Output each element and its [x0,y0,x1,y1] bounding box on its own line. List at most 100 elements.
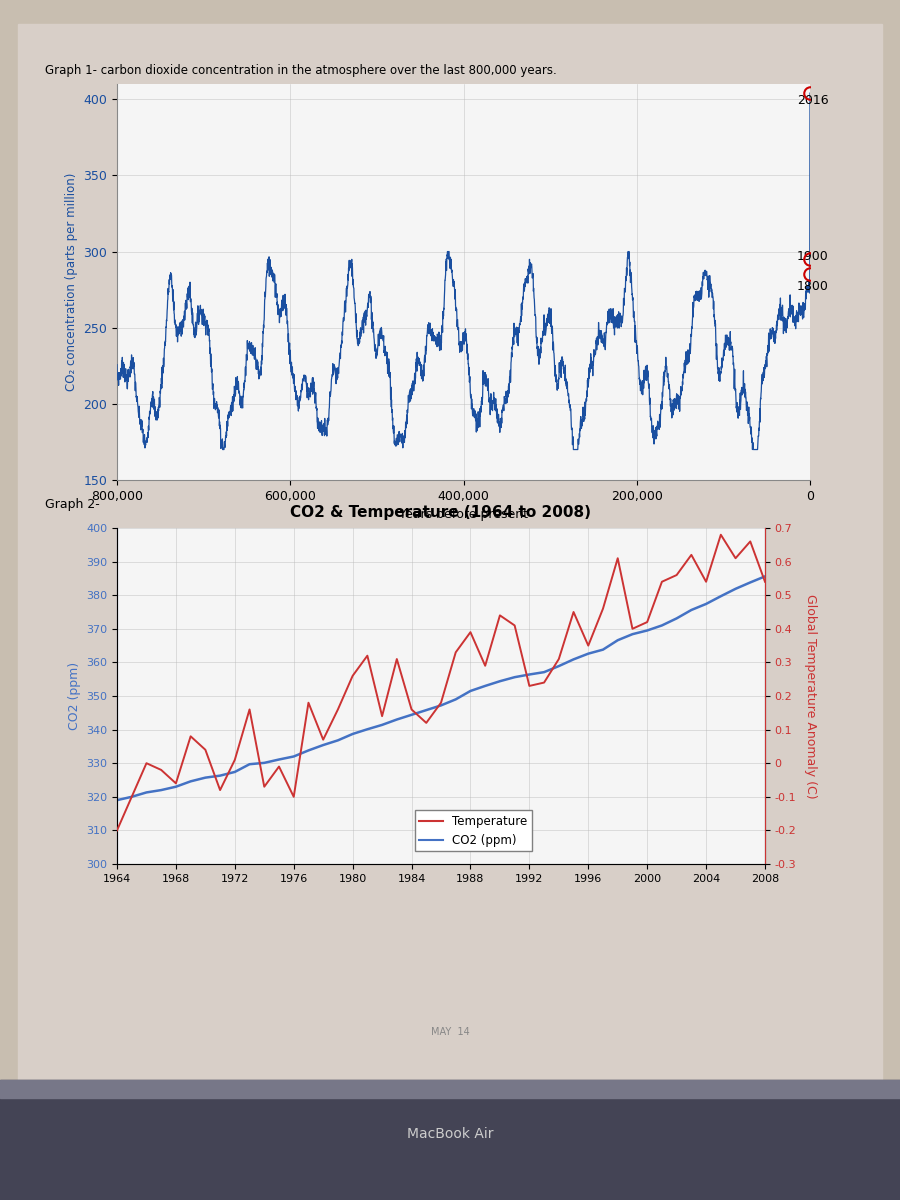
Temperature [200,743,211,757]
CO2 (ppm) [436,698,446,713]
Temperature [701,575,712,589]
CO2 (ppm) [141,785,152,799]
Temperature [347,668,358,683]
CO2 (ppm) [745,575,756,589]
CO2 (ppm) [642,623,652,637]
Temperature [392,652,402,666]
Temperature [156,763,166,778]
Temperature [274,760,284,774]
Temperature [318,732,328,746]
CO2 (ppm) [244,757,255,772]
CO2 (ppm) [318,738,328,752]
Temperature [465,625,476,640]
X-axis label: Years before present: Years before present [399,509,528,521]
Y-axis label: CO2 (ppm): CO2 (ppm) [68,662,81,730]
CO2 (ppm) [156,782,166,797]
Temperature [730,551,741,565]
Temperature [716,528,726,542]
Text: 2016: 2016 [797,95,829,107]
Temperature [230,752,240,767]
Temperature [642,614,652,629]
CO2 (ppm) [392,713,402,727]
Text: MAY  14: MAY 14 [430,1027,470,1037]
Temperature [377,709,388,724]
Legend: Temperature, CO2 (ppm): Temperature, CO2 (ppm) [415,810,532,851]
CO2 (ppm) [554,659,564,673]
Temperature [494,608,505,623]
CO2 (ppm) [627,626,638,641]
CO2 (ppm) [730,582,741,596]
Temperature [450,646,461,660]
Title: CO2 & Temperature (1964 to 2008): CO2 & Temperature (1964 to 2008) [291,505,591,520]
CO2 (ppm) [230,764,240,779]
Temperature [480,659,491,673]
Y-axis label: Global Temperature Anomaly (C): Global Temperature Anomaly (C) [805,594,817,798]
CO2 (ppm) [612,634,623,648]
Temperature [259,780,270,794]
CO2 (ppm) [598,642,608,656]
CO2 (ppm) [716,589,726,604]
CO2 (ppm) [303,743,314,757]
CO2 (ppm) [701,596,712,611]
Temperature [244,702,255,716]
Temperature [141,756,152,770]
CO2 (ppm) [509,670,520,684]
CO2 (ppm) [170,780,181,794]
CO2 (ppm) [494,674,505,689]
Temperature [598,601,608,616]
Temperature [539,676,550,690]
Temperature [627,622,638,636]
Temperature [509,618,520,632]
CO2 (ppm) [126,790,137,804]
Line: Temperature: Temperature [117,535,765,830]
Temperature [288,790,299,804]
CO2 (ppm) [421,703,432,718]
Temperature [185,730,196,744]
Temperature [406,702,417,716]
Temperature [362,648,373,662]
CO2 (ppm) [377,718,388,732]
CO2 (ppm) [686,602,697,617]
Temperature [126,790,137,804]
Y-axis label: CO₂ concentration (parts per million): CO₂ concentration (parts per million) [65,173,77,391]
CO2 (ppm) [200,770,211,785]
CO2 (ppm) [347,727,358,742]
Text: 1800: 1800 [796,280,829,293]
Temperature [215,782,226,797]
Temperature [760,575,770,589]
Temperature [421,715,432,730]
CO2 (ppm) [671,611,682,625]
CO2 (ppm) [185,774,196,788]
Line: CO2 (ppm): CO2 (ppm) [117,576,765,800]
CO2 (ppm) [332,733,343,748]
Text: Graph 1- carbon dioxide concentration in the atmosphere over the last 800,000 ye: Graph 1- carbon dioxide concentration in… [45,64,557,77]
Temperature [170,776,181,791]
CO2 (ppm) [259,756,270,770]
Temperature [612,551,623,565]
Temperature [554,652,564,666]
Temperature [436,696,446,710]
Temperature [686,547,697,562]
Text: Graph 2-: Graph 2- [45,498,100,511]
Temperature [112,823,122,838]
Text: MacBook Air: MacBook Air [407,1127,493,1141]
Temperature [583,638,594,653]
CO2 (ppm) [450,692,461,707]
CO2 (ppm) [406,708,417,722]
Temperature [671,568,682,582]
Text: 1900: 1900 [796,250,829,263]
Temperature [568,605,579,619]
CO2 (ppm) [583,647,594,661]
CO2 (ppm) [539,665,550,679]
CO2 (ppm) [465,684,476,698]
Temperature [524,679,535,694]
Temperature [332,702,343,716]
Temperature [303,696,314,710]
CO2 (ppm) [362,722,373,737]
CO2 (ppm) [112,793,122,808]
CO2 (ppm) [760,569,770,583]
CO2 (ppm) [480,679,491,694]
CO2 (ppm) [274,752,284,767]
Temperature [745,534,756,548]
CO2 (ppm) [568,652,579,666]
